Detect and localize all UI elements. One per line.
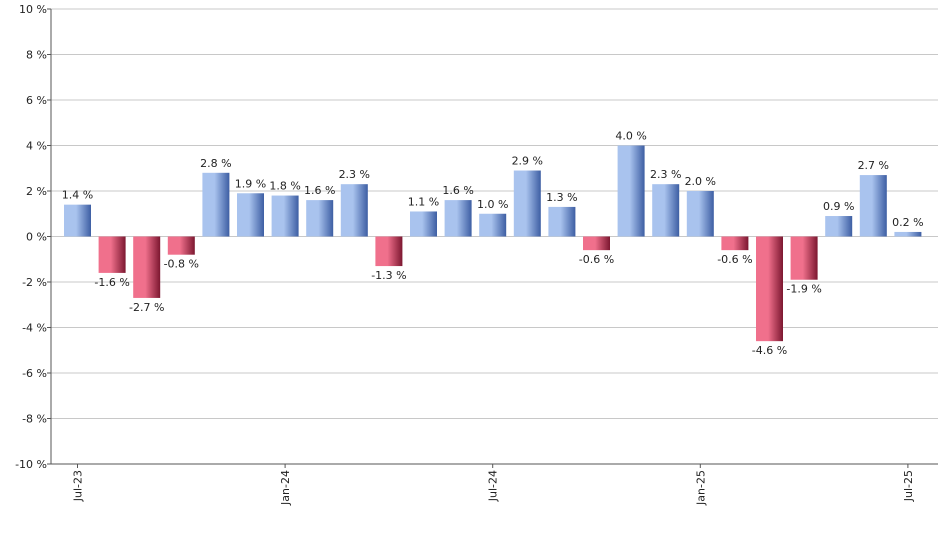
x-tick-label: Jan-24: [279, 470, 292, 506]
y-tick-label: -10 %: [15, 458, 47, 471]
y-tick-label: 2 %: [26, 185, 47, 198]
data-label: -1.6 %: [94, 276, 129, 289]
data-label: -1.9 %: [786, 283, 821, 296]
bar-feb-24: [306, 200, 334, 237]
bar-nov-23: [202, 172, 230, 237]
data-label: 1.6 %: [304, 184, 335, 197]
bar-feb-25: [721, 236, 749, 251]
y-tick-label: 10 %: [19, 3, 47, 16]
bar-aug-24: [513, 170, 541, 237]
y-axis-ticks: 10 % 8 % 6 % 4 % 2 % 0 % -2 % -4 % -6 % -8 % -10 %: [15, 3, 51, 471]
y-tick-label: -4 %: [22, 322, 47, 335]
data-label: -0.8 %: [164, 258, 199, 271]
data-label: -2.7 %: [129, 301, 164, 314]
data-label: 1.6 %: [442, 184, 473, 197]
bar-oct-23: [167, 236, 195, 255]
data-label: 2.9 %: [512, 155, 543, 168]
y-tick-label: 0 %: [26, 231, 47, 244]
y-tick-label: -8 %: [22, 413, 47, 426]
data-label: -1.3 %: [371, 269, 406, 282]
data-label: -0.6 %: [717, 253, 752, 266]
bar-nov-24: [617, 145, 645, 237]
data-label: 1.4 %: [62, 189, 93, 202]
bar-apr-25: [790, 236, 818, 280]
y-tick-label: -6 %: [22, 367, 47, 380]
bar-jun-24: [444, 200, 472, 237]
bar-may-24: [410, 211, 437, 237]
x-tick-label: Jul-23: [72, 470, 85, 502]
bar-sep-23: [133, 236, 161, 298]
data-label: 1.0 %: [477, 198, 508, 211]
data-label: 0.2 %: [892, 216, 923, 229]
bar-oct-24: [583, 236, 610, 251]
data-label: 0.9 %: [823, 200, 854, 213]
bar-jul-25: [894, 231, 922, 237]
bar-dec-23: [237, 193, 264, 237]
y-tick-label: -2 %: [22, 276, 47, 289]
x-tick-label: Jan-25: [694, 470, 707, 506]
data-label: 4.0 %: [615, 130, 646, 143]
bar-jan-24: [271, 195, 299, 237]
data-label: 1.1 %: [408, 195, 439, 208]
bar-jul-23: [64, 204, 91, 237]
data-label: 1.8 %: [269, 180, 300, 193]
data-label: 2.8 %: [200, 157, 231, 170]
data-label: -0.6 %: [579, 253, 614, 266]
bar-apr-24: [375, 236, 403, 267]
data-label: 2.3 %: [339, 168, 370, 181]
data-label: 1.3 %: [546, 191, 577, 204]
x-tick-label: Jul-25: [902, 470, 915, 502]
data-label: 1.9 %: [235, 177, 266, 190]
bar-may-25: [825, 216, 853, 237]
bar-mar-25: [756, 236, 783, 342]
y-tick-label: 6 %: [26, 94, 47, 107]
data-label: 2.7 %: [858, 159, 889, 172]
data-label: 2.3 %: [650, 168, 681, 181]
bar-dec-24: [652, 184, 680, 237]
bar-jan-25: [686, 191, 714, 237]
bars: [64, 145, 922, 342]
x-tick-label: Jul-24: [487, 470, 500, 502]
data-labels: 1.4 % -1.6 %-2.7 % -0.8 % 2.8 % 1.9 % 1.8 % 1.…: [62, 130, 924, 358]
data-label: 2.0 %: [685, 175, 716, 188]
data-label: -4.6 %: [752, 344, 787, 357]
bar-sep-24: [548, 206, 576, 237]
y-tick-label: 4 %: [26, 140, 47, 153]
axes: [50, 9, 938, 465]
x-axis-ticks: Jul-23 Jan-24 Jul-24 Jan-25 Jul-25: [72, 464, 915, 506]
bar-jun-25: [859, 175, 887, 237]
bar-mar-24: [340, 184, 368, 237]
y-tick-label: 8 %: [26, 49, 47, 62]
bar-aug-23: [98, 236, 126, 273]
bar-jul-24: [479, 213, 507, 237]
